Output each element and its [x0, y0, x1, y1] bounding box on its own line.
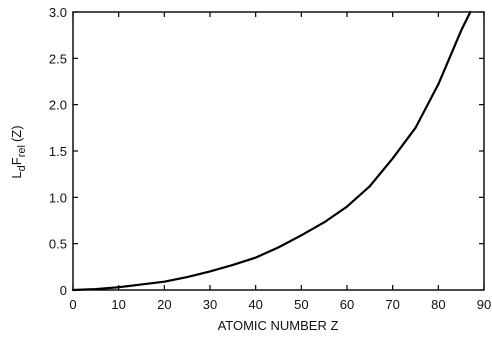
y-tick-label: 0.5 [49, 237, 67, 252]
y-tick-label: 0 [60, 283, 67, 298]
x-axis-ticks: 0 10 20 30 40 50 60 70 80 90 [69, 12, 491, 312]
y-axis-title-sub-rel: rel [16, 145, 28, 157]
x-tick-label: 70 [385, 297, 399, 312]
y-tick-label: 3.0 [49, 5, 67, 20]
y-axis-title: LdFrel (Z) [9, 125, 28, 178]
x-tick-label: 30 [203, 297, 217, 312]
x-tick-label: 80 [431, 297, 445, 312]
y-axis-ticks: 0 0.5 1.0 1.5 2.0 2.5 3.0 [49, 5, 484, 298]
y-tick-label: 2.5 [49, 51, 67, 66]
x-tick-label: 10 [111, 297, 125, 312]
y-tick-label: 2.0 [49, 98, 67, 113]
y-axis-title-L: L [9, 171, 24, 178]
series-layer [71, 10, 472, 292]
y-tick-label: 1.0 [49, 190, 67, 205]
series-line-0 [71, 10, 472, 292]
y-axis-title-suffix: (Z) [9, 125, 24, 142]
x-tick-label: 90 [477, 297, 491, 312]
y-axis-title-F: F [9, 157, 24, 165]
y-tick-label: 1.5 [49, 144, 67, 159]
x-tick-label: 0 [69, 297, 76, 312]
x-axis-title: ATOMIC NUMBER Z [218, 318, 339, 333]
x-tick-label: 20 [157, 297, 171, 312]
x-tick-label: 60 [340, 297, 354, 312]
y-axis-title-sub-d: d [16, 165, 28, 171]
x-tick-label: 50 [294, 297, 308, 312]
x-tick-label: 40 [248, 297, 262, 312]
